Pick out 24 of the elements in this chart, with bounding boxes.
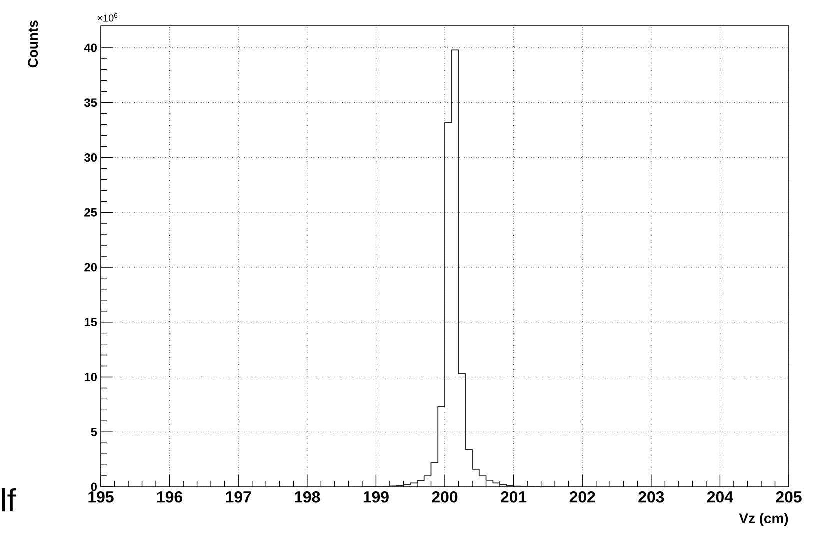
x-axis-title: Vz (cm) — [739, 513, 788, 526]
x-tick-label: 195 — [88, 492, 114, 503]
y-tick-label: 30 — [84, 153, 97, 162]
y-axis-title: Counts — [28, 20, 38, 68]
y-tick-label: 5 — [91, 428, 98, 436]
x-tick-label: 197 — [226, 492, 252, 503]
x-tick-label: 198 — [295, 492, 320, 503]
text: ×10$^{6}$ — [98, 13, 118, 22]
x-tick-label: 200 — [432, 492, 458, 503]
x-tick-label: 201 — [501, 492, 527, 503]
y-tick-label: 35 — [84, 98, 98, 108]
x-tick-label: 199 — [364, 492, 389, 503]
y-tick-label: 15 — [84, 318, 98, 327]
y-tick-label: 0 — [91, 482, 97, 492]
x-tick-label: 202 — [570, 492, 596, 503]
y-tick-label: 40 — [84, 44, 97, 52]
y-tick-label: 25 — [84, 208, 98, 217]
x-tick-label: 203 — [638, 492, 664, 503]
y-tick-label: 10 — [84, 373, 97, 382]
y-tick-label: 20 — [84, 263, 97, 272]
x-tick-label: 205 — [776, 492, 802, 503]
x-tick-label: 204 — [707, 492, 734, 503]
x-tick-label: 196 — [158, 492, 183, 503]
text: lf — [2, 488, 16, 512]
